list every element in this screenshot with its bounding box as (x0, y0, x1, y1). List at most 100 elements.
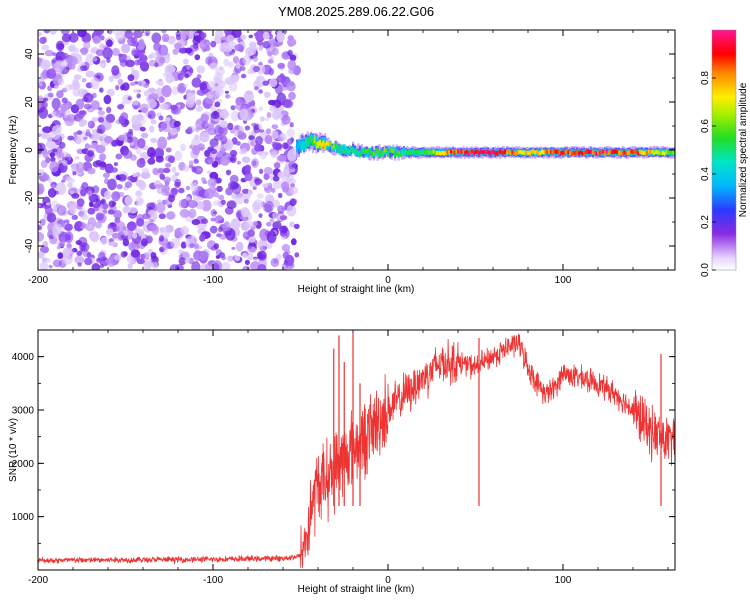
spectrogram-track-cell (497, 150, 500, 155)
spectrogram-noise-dot (169, 118, 178, 129)
spectrogram-noise-dot (129, 81, 136, 86)
spectrogram-noise-dot (63, 219, 70, 224)
spectrogram-track-cell (649, 150, 652, 155)
spectrogram-noise-dot (266, 230, 277, 244)
spectrogram-noise-dot (230, 105, 236, 111)
spectrogram-track-cell (479, 149, 482, 154)
spectrogram-noise-dot (227, 122, 234, 131)
spectrogram-noise-dot (262, 80, 269, 86)
spectrogram-noise-dot (202, 180, 208, 185)
spectrogram-noise-dot (116, 184, 123, 190)
spectrogram-noise-dot (111, 191, 121, 202)
spectrogram-noise-dot (279, 225, 288, 234)
spectrogram-noise-dot (286, 81, 296, 92)
spectrogram-noise-dot (115, 84, 120, 91)
spectrogram-noise-dot (79, 110, 87, 116)
spectrogram-noise-dot (269, 218, 275, 223)
spectrogram-noise-dot (122, 82, 130, 91)
spectrogram-track-cell (576, 150, 579, 155)
spectrogram-track-cell (331, 146, 334, 150)
spectrogram-track-cell (672, 150, 675, 155)
spectrogram-track-cell (341, 149, 344, 154)
spectrogram-noise-dot (84, 257, 93, 266)
spectrogram-noise-dot (117, 104, 125, 110)
spectrogram-noise-dot (123, 230, 129, 237)
spectrogram-noise-dot (130, 249, 141, 258)
spectrogram-noise-dot (286, 204, 297, 217)
spectrogram-noise-dot (49, 30, 57, 35)
spectrogram-noise-dot (245, 221, 256, 229)
spectrogram-noise-dot (107, 209, 115, 215)
spectrogram-track-cell (632, 150, 635, 155)
snr-x-label: Height of straight line (km) (298, 584, 415, 595)
spectrogram-noise-dot (45, 205, 53, 216)
spectrogram-track-cell (495, 151, 498, 155)
spectrogram-noise-dot (73, 74, 82, 80)
spectrogram-noise-dot (62, 175, 67, 181)
spectrogram-track-cell (397, 150, 400, 155)
spectrogram-noise-dot (143, 90, 151, 97)
spectrogram-noise-dot (96, 128, 103, 134)
spectrogram-track-cell (436, 151, 439, 155)
spectrogram-noise-dot (155, 202, 166, 214)
colorbar-ticks: 0.0 0.2 0.4 0.6 0.8 (700, 71, 716, 277)
spectrogram-noise-dot (200, 32, 207, 39)
spectrogram-noise-dot (258, 124, 263, 130)
spectrogram-track-cell (565, 149, 568, 154)
spectrogram-track-cell (556, 150, 559, 155)
spectrogram-noise-dot (255, 75, 266, 88)
spectrogram-track-cell (366, 151, 369, 158)
snr-series (38, 332, 675, 568)
spectrogram-noise-dot (252, 221, 258, 227)
spectrogram-noise-dot (170, 238, 181, 249)
spectrogram-noise-dot (277, 154, 287, 162)
spectrogram-noise-dot (175, 33, 182, 41)
spectrogram-noise-dot (199, 39, 208, 50)
spectrogram-track-cell (423, 150, 426, 155)
spectrogram-noise-dot (163, 176, 171, 183)
snr-frame (37, 329, 676, 571)
spectrogram-noise-dot (75, 156, 80, 160)
spectrogram-noise-dot (247, 229, 255, 237)
spectrogram-noise-dot (93, 30, 104, 36)
spectrogram-noise-dot (75, 161, 85, 174)
spectrogram-track-cell (415, 150, 418, 155)
spectrogram-noise-dot (282, 142, 289, 150)
spectrogram-noise-dot (158, 213, 166, 220)
spectrogram-noise-dot (95, 49, 105, 57)
spectrogram-track-cell (394, 153, 397, 158)
spectrogram-track-cell (444, 151, 447, 156)
spectrogram-noise-dot (149, 219, 155, 223)
x-tick-label: -200 (28, 575, 48, 586)
spectrogram-track-cell (392, 149, 395, 153)
spectrogram-noise-dot (109, 167, 119, 173)
spectrogram-noise-dot (281, 114, 291, 125)
spectrogram-track-cell (525, 150, 528, 155)
spectrogram-noise-dot (171, 86, 179, 96)
spectrogram-noise-dot (134, 59, 140, 66)
spectrogram-noise-dot (193, 35, 202, 42)
spectrogram-noise-dot (128, 207, 138, 214)
spectrogram-noise-dot (46, 68, 56, 79)
spectrogram-track-cell (509, 150, 512, 155)
spectrogram-noise-dot (262, 31, 270, 40)
spectrogram-noise-dot (40, 72, 47, 80)
spectrogram-noise-dot (194, 134, 200, 140)
spectrogram-noise-dot (240, 73, 247, 79)
spectrogram-track-cell (635, 150, 638, 155)
colorbar-tick-label: 0.2 (700, 215, 711, 229)
spectrogram-noise-dot (219, 120, 228, 128)
spectrogram-track-cell (558, 150, 561, 155)
spectrogram-noise-dot (91, 133, 100, 142)
spectrogram-track-cell (329, 142, 332, 146)
spectrogram-noise-dot (195, 99, 202, 106)
spectrogram-noise-dot (180, 241, 187, 249)
spectrogram-track-cell (500, 150, 503, 155)
spectrogram-track-cell (478, 151, 481, 156)
spectrogram-track-cell (332, 145, 335, 152)
spectrogram-noise-dot (158, 96, 165, 103)
spectrogram-track-cell (583, 150, 586, 155)
spectrogram-noise-dot (254, 86, 259, 91)
spectrogram-noise-dot (128, 242, 136, 251)
spectrogram-noise-dot (81, 78, 87, 83)
